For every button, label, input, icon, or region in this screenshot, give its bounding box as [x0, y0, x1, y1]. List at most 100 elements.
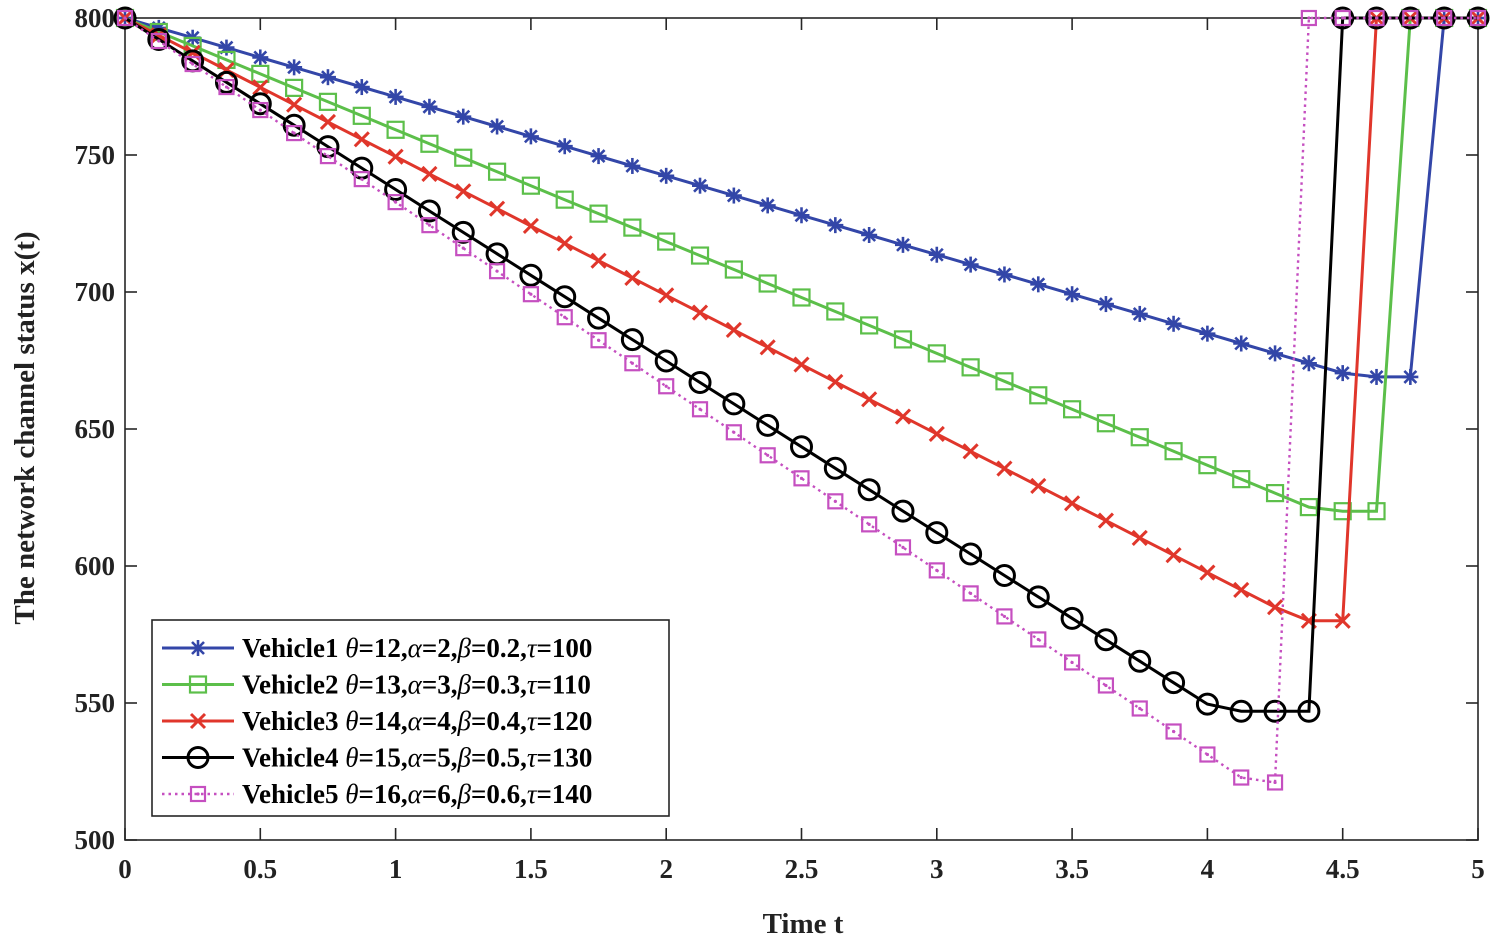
y-tick-label: 800: [75, 3, 116, 33]
data-point: [286, 96, 303, 113]
data-point: [1030, 631, 1047, 648]
data-point: [857, 478, 881, 502]
data-point: [489, 200, 506, 217]
data-point: [1299, 497, 1318, 517]
data-point: [1233, 581, 1250, 598]
data-point: [691, 304, 709, 321]
data-point: [861, 391, 878, 408]
data-point: [624, 355, 641, 372]
data-point: [1199, 325, 1216, 342]
legend-box: [151, 619, 670, 817]
data-point: [587, 306, 611, 330]
data-point: [190, 640, 206, 656]
data-point: [455, 183, 472, 200]
data-point: [654, 349, 678, 373]
data-point: [555, 190, 574, 209]
data-point: [252, 101, 269, 119]
data-point: [319, 113, 337, 131]
data-point: [454, 148, 473, 167]
legend-item-vehicle4: Vehicle4 θ=15,α=5,β=0.5,τ=130: [162, 743, 592, 773]
data-point: [252, 79, 269, 96]
data-point: [214, 70, 238, 94]
data-point: [1402, 9, 1419, 27]
data-point: [793, 470, 810, 487]
data-point: [759, 339, 776, 356]
data-point: [1398, 6, 1422, 30]
data-point: [793, 207, 810, 224]
data-point: [1300, 355, 1317, 372]
data-point: [1229, 699, 1253, 723]
data-point: [218, 78, 235, 96]
data-point: [725, 321, 742, 339]
data-point: [387, 194, 404, 211]
data-point: [1026, 585, 1050, 609]
data-point: [590, 148, 607, 165]
data-point: [1060, 606, 1084, 630]
data-point: [286, 59, 303, 76]
data-point: [827, 493, 844, 510]
data-point: [996, 608, 1013, 625]
data-point: [1334, 612, 1351, 629]
data-point: [1266, 599, 1284, 616]
x-tick-label: 2: [659, 854, 673, 884]
data-point: [519, 263, 543, 287]
data-point: [489, 118, 506, 135]
data-point: [1368, 9, 1385, 27]
data-point: [928, 562, 945, 579]
data-point: [1064, 495, 1081, 512]
data-point: [353, 171, 370, 188]
x-tick-label: 2.5: [785, 854, 819, 884]
data-point: [590, 252, 607, 269]
x-tick-label: 1.5: [514, 854, 548, 884]
data-point: [1368, 368, 1385, 385]
data-point: [894, 539, 912, 556]
data-point: [387, 88, 404, 105]
data-point: [1029, 386, 1048, 405]
data-point: [252, 49, 269, 66]
data-point: [1131, 305, 1148, 322]
data-point: [1064, 286, 1081, 303]
data-point: [1164, 442, 1183, 461]
x-tick-label: 1: [389, 854, 403, 884]
data-point: [756, 413, 780, 437]
data-point: [251, 64, 270, 83]
legend-item-vehicle3: Vehicle3 θ=14,α=4,β=0.4,τ=120: [162, 706, 592, 736]
y-tick-label: 700: [75, 277, 116, 307]
data-point: [1297, 699, 1321, 723]
data-point: [184, 55, 201, 73]
data-point: [995, 372, 1014, 391]
data-point: [384, 178, 408, 202]
data-point: [1096, 414, 1116, 433]
y-tick-label: 550: [75, 688, 116, 718]
y-axis: 500 550 600 650 700 750 800: [75, 3, 1478, 855]
legend-label: Vehicle3 θ=14,α=4,β=0.4,τ=120: [242, 706, 592, 736]
data-point: [690, 246, 710, 265]
data-point: [1334, 9, 1351, 27]
data-point: [1165, 315, 1182, 332]
data-point: [522, 286, 540, 303]
series-vehicle5: [116, 9, 1487, 791]
data-point: [620, 328, 644, 352]
data-point: [188, 675, 208, 694]
data-point: [1195, 692, 1219, 716]
data-point: [556, 138, 573, 155]
x-tick-label: 5: [1471, 854, 1485, 884]
data-point: [589, 204, 608, 223]
legend: Vehicle1 θ=12,α=2,β=0.2,τ=100 Vehicle2 θ=…: [151, 619, 670, 817]
x-tick-label: 0.5: [243, 854, 277, 884]
data-point: [1130, 428, 1149, 447]
data-point: [1030, 276, 1047, 293]
data-point: [1469, 9, 1487, 27]
x-tick-label: 4.5: [1326, 854, 1360, 884]
data-point: [861, 516, 878, 533]
data-point: [722, 392, 746, 416]
y-tick-label: 600: [75, 551, 116, 581]
data-point: [725, 424, 742, 441]
series-vehicle4: [113, 6, 1490, 723]
data-point: [725, 187, 742, 204]
data-point: [1131, 700, 1148, 717]
series-vehicle2: [115, 8, 1488, 521]
data-point: [992, 563, 1016, 587]
data-point: [658, 167, 675, 184]
data-point: [386, 120, 405, 139]
